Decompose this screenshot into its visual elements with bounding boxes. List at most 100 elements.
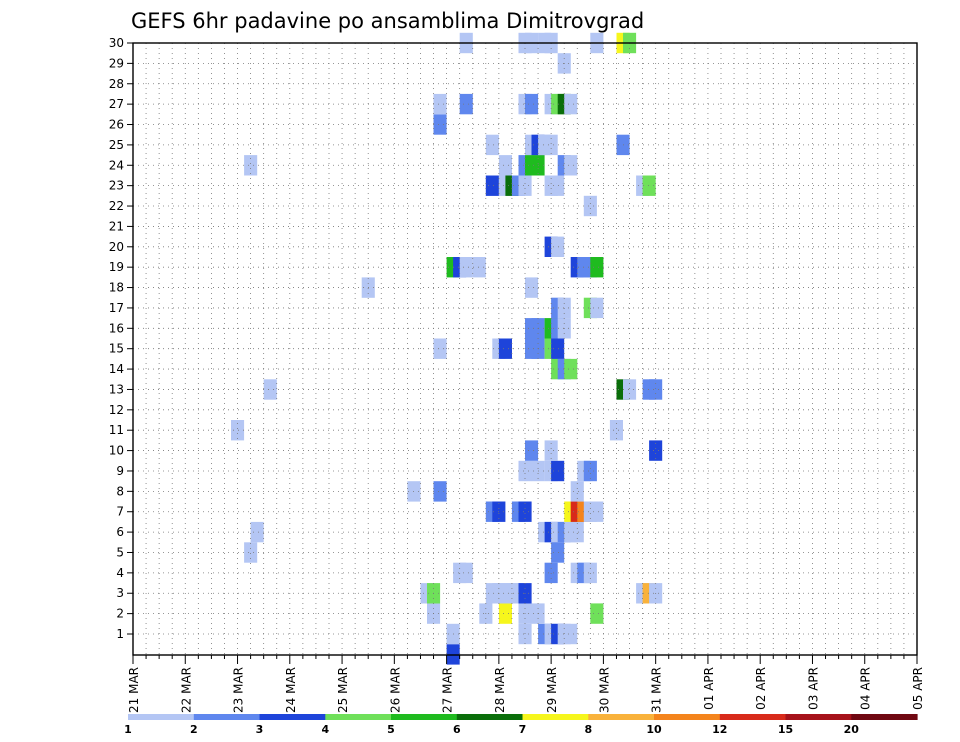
colorbar-label: 7: [519, 723, 527, 736]
y-tick-label: 12: [109, 403, 124, 417]
y-tick-label: 24: [109, 158, 124, 172]
x-tick-label: 23 MAR: [232, 667, 246, 713]
y-tick-label: 1: [116, 627, 124, 641]
y-tick-label: 23: [109, 179, 124, 193]
precip-cell: [518, 175, 532, 196]
y-tick-label: 16: [109, 321, 124, 335]
x-tick-label: 02 APR: [754, 667, 768, 710]
precip-cell: [459, 93, 473, 115]
x-axis: 21 MAR 22 MAR 23 MAR 24 MAR 25 MAR 26 MAR 27 M…: [127, 655, 925, 713]
y-tick-label: 8: [116, 484, 124, 498]
precip-cell: [244, 155, 258, 176]
precip-cell: [498, 155, 512, 176]
y-tick-label: 5: [116, 545, 124, 559]
colorbar-label: 20: [844, 723, 860, 736]
colorbar-swatch: [785, 714, 852, 720]
x-tick-label: 22 MAR: [179, 667, 193, 713]
y-tick-label: 26: [109, 118, 124, 132]
precip-cell: [518, 460, 532, 482]
precip-cell: [564, 93, 578, 115]
precip-cell: [583, 460, 597, 482]
precip-cell: [590, 603, 604, 624]
precip-cell: [231, 420, 245, 441]
y-tick-label: 14: [109, 362, 124, 376]
x-tick-label: 04 APR: [859, 667, 873, 710]
y-tick-label: 22: [109, 199, 124, 213]
precip-cell: [570, 521, 584, 543]
precip-cell: [590, 297, 604, 319]
precip-cell: [459, 257, 473, 278]
y-tick-label: 28: [109, 77, 124, 91]
colorbar-swatch: [588, 714, 655, 720]
grid-lines: [133, 42, 917, 655]
precip-cell: [564, 358, 578, 380]
colorbar-swatch: [259, 714, 326, 720]
precip-cell: [649, 379, 663, 400]
colorbar-swatch: [719, 714, 787, 720]
x-tick-label: 25 MAR: [336, 667, 350, 713]
precip-cell: [263, 379, 277, 400]
y-tick-label: 2: [116, 607, 124, 621]
precip-cell: [551, 175, 565, 196]
precip-cell: [642, 175, 656, 196]
y-tick-label: 18: [109, 281, 124, 295]
colorbar-label: 3: [256, 723, 264, 736]
colorbar-label: 10: [646, 723, 662, 736]
y-tick-label: 15: [109, 342, 124, 356]
colorbar-swatch: [851, 714, 918, 720]
precip-cell: [433, 93, 447, 115]
x-tick-label: 21 MAR: [127, 667, 141, 713]
precip-cell: [433, 481, 447, 502]
precip-cell: [544, 440, 558, 461]
precip-cell: [433, 114, 447, 135]
colorbar-label: 8: [584, 723, 592, 736]
colorbar-label: 15: [778, 723, 793, 736]
x-tick-label: 28 MAR: [493, 667, 507, 713]
y-tick-label: 11: [109, 423, 124, 437]
y-tick-label: 29: [109, 56, 124, 70]
colorbar-swatch: [654, 714, 721, 720]
precip-cell: [551, 460, 565, 482]
colorbar-swatch: [325, 714, 392, 720]
precip-cell: [525, 440, 539, 461]
colorbar-swatch: [193, 714, 261, 720]
y-tick-label: 21: [109, 219, 124, 233]
precip-cell: [583, 195, 597, 217]
y-tick-label: 25: [109, 138, 124, 152]
y-tick-label: 4: [116, 566, 124, 580]
y-tick-label: 20: [109, 240, 124, 254]
y-tick-label: 6: [116, 525, 124, 539]
precip-cell: [609, 420, 623, 441]
precip-cell: [544, 562, 558, 584]
precip-cell: [472, 257, 486, 278]
precip-cell: [498, 603, 512, 624]
y-tick-label: 7: [116, 505, 124, 519]
colorbar-label: 1: [124, 723, 132, 736]
y-tick-label: 10: [109, 444, 124, 458]
y-tick-label: 30: [109, 36, 124, 50]
precip-cell: [557, 297, 571, 319]
precip-cell: [564, 623, 578, 645]
y-tick-label: 3: [116, 586, 124, 600]
precip-cell: [590, 257, 604, 278]
colorbar-swatch: [456, 714, 524, 720]
y-tick-label: 19: [109, 260, 124, 274]
precip-cell: [590, 501, 604, 522]
chart-title: GEFS 6hr padavine po ansamblima Dimitrov…: [131, 9, 644, 33]
colorbar-label: 2: [190, 723, 198, 736]
precip-cell: [564, 155, 578, 176]
x-tick-label: 26 MAR: [388, 667, 402, 713]
y-tick-label: 9: [116, 464, 124, 478]
precip-cell: [525, 93, 539, 115]
colorbar-label: 5: [387, 723, 395, 736]
precip-cell: [485, 175, 499, 196]
x-tick-label: 31 MAR: [650, 667, 664, 713]
x-tick-label: 01 APR: [702, 667, 716, 710]
y-tick-label: 17: [109, 301, 124, 315]
precip-cell: [433, 338, 447, 359]
precip-cell: [544, 134, 558, 156]
precip-cell: [525, 277, 539, 298]
y-tick-label: 27: [109, 97, 124, 111]
y-axis: 1234567891011121314151617181920212223242…: [109, 36, 133, 641]
